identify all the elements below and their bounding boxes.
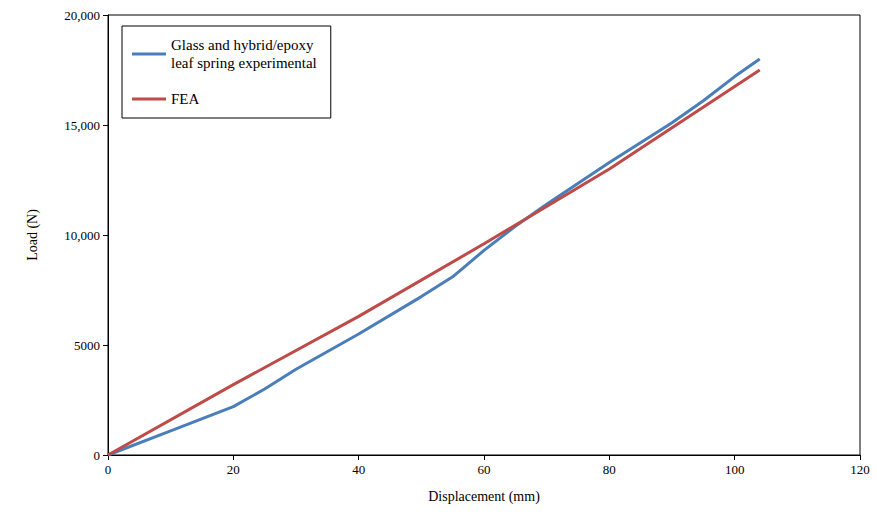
svg-text:0: 0: [94, 448, 101, 463]
svg-text:40: 40: [352, 462, 365, 477]
svg-text:Displacement (mm): Displacement (mm): [428, 489, 540, 505]
svg-text:15,000: 15,000: [64, 118, 100, 133]
svg-text:60: 60: [478, 462, 491, 477]
svg-text:100: 100: [725, 462, 745, 477]
svg-text:80: 80: [603, 462, 616, 477]
svg-text:120: 120: [850, 462, 870, 477]
svg-text:Glass and hybrid/epoxy: Glass and hybrid/epoxy: [171, 37, 314, 53]
svg-text:10,000: 10,000: [64, 228, 100, 243]
svg-text:20: 20: [227, 462, 240, 477]
svg-text:Load (N): Load (N): [25, 209, 41, 261]
svg-text:0: 0: [105, 462, 112, 477]
svg-text:leaf spring experimental: leaf spring experimental: [171, 55, 317, 71]
svg-text:5000: 5000: [74, 338, 100, 353]
svg-text:FEA: FEA: [171, 91, 200, 107]
svg-text:20,000: 20,000: [64, 8, 100, 23]
